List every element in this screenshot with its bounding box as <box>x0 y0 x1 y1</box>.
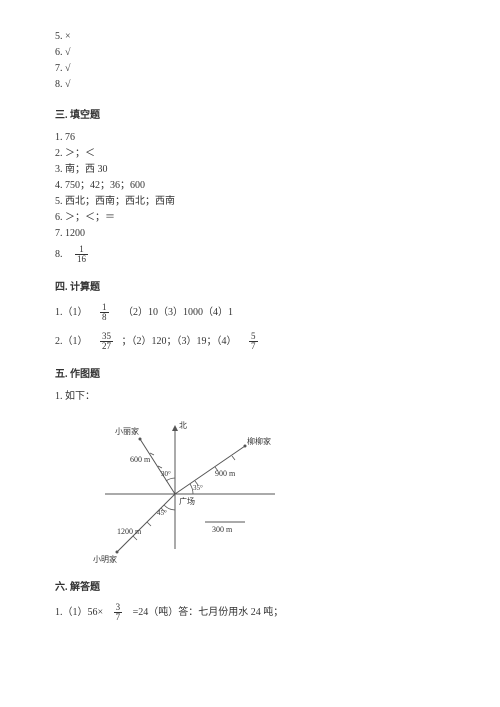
line-xiaoli <box>140 439 175 494</box>
s3-item-8: 8. 1 16 <box>55 245 445 264</box>
direction-diagram: 北 小丽家 600 m 30° 柳柳家 900 m 35° 小明家 1200 m… <box>75 414 445 564</box>
s3-item: 6. ＞；＜；＝ <box>55 211 445 225</box>
s4-r1-p1: 1.（1） <box>55 307 88 318</box>
tf-mark: × <box>65 31 71 42</box>
s4-r1-p2: （2）10（3）1000（4）1 <box>123 307 233 318</box>
a35-label: 35° <box>193 484 203 492</box>
tf-item: 7. √ <box>55 62 445 76</box>
s6-p2: =24（吨）答：七月份用水 24 吨； <box>133 607 284 618</box>
s6-p1: 1.（1）56× <box>55 607 103 618</box>
tf-num: 6. <box>55 47 63 58</box>
section6-title: 六. 解答题 <box>55 578 445 593</box>
tf-num: 7. <box>55 63 63 74</box>
section4-body: 1.（1） 1 8 （2）10（3）1000（4）1 2.（1） 35 27 ；… <box>55 303 445 351</box>
s3-item: 7. 1200 <box>55 227 445 241</box>
d600-label: 600 m <box>130 455 151 464</box>
section4-title: 四. 计算题 <box>55 278 445 293</box>
s4-r2-p2: ；（2）120；（3）19；（4） <box>122 336 237 347</box>
fraction: 1 8 <box>100 303 109 322</box>
tf-mark: √ <box>65 63 71 74</box>
fraction: 5 7 <box>249 332 258 351</box>
s5-line1: 1. 如下： <box>55 390 445 404</box>
frac-den: 7 <box>249 342 258 351</box>
tf-mark: √ <box>65 47 71 58</box>
north-label: 北 <box>179 421 187 430</box>
s3-item: 4. 750；42；36；600 <box>55 179 445 193</box>
frac-den: 27 <box>100 342 113 351</box>
xiaoli-label: 小丽家 <box>115 426 139 436</box>
pt-xiaoli <box>139 438 142 441</box>
fraction: 1 16 <box>75 245 88 264</box>
s4-r2-p1: 2.（1） <box>55 336 88 347</box>
tf-num: 8. <box>55 79 63 90</box>
section5-title: 五. 作图题 <box>55 365 445 380</box>
diagram-svg: 北 小丽家 600 m 30° 柳柳家 900 m 35° 小明家 1200 m… <box>75 414 305 564</box>
s3-8-prefix: 8. <box>55 249 63 260</box>
section3-body: 1. 76 2. ＞；＜ 3. 南；西 30 4. 750；42；36；600 … <box>55 131 445 264</box>
frac-den: 7 <box>114 613 123 622</box>
s3-item: 2. ＞；＜ <box>55 147 445 161</box>
frac-den: 16 <box>75 255 88 264</box>
frac-den: 8 <box>100 313 109 322</box>
fraction: 35 27 <box>100 332 113 351</box>
a45-label: 45° <box>157 509 167 517</box>
tf-item: 8. √ <box>55 78 445 92</box>
liuliu-label: 柳柳家 <box>247 436 271 446</box>
tf-list: 5. × 6. √ 7. √ 8. √ <box>55 30 445 92</box>
s6-row1: 1.（1）56× 3 7 =24（吨）答：七月份用水 24 吨； <box>55 603 445 622</box>
tf-item: 6. √ <box>55 46 445 60</box>
tf-mark: √ <box>65 79 71 90</box>
s4-row2: 2.（1） 35 27 ；（2）120；（3）19；（4） 5 7 <box>55 332 445 351</box>
square-label: 广场 <box>179 496 195 506</box>
xiaoming-label: 小明家 <box>93 554 117 564</box>
tf-item: 5. × <box>55 30 445 44</box>
s3-item: 1. 76 <box>55 131 445 145</box>
a30-label: 30° <box>161 470 171 478</box>
line-xiaoming <box>117 494 175 552</box>
section3-title: 三. 填空题 <box>55 106 445 121</box>
d900-label: 900 m <box>215 469 236 478</box>
s3-item: 5. 西北；西南；西北；西南 <box>55 195 445 209</box>
tf-num: 5. <box>55 31 63 42</box>
s3-item: 3. 南；西 30 <box>55 163 445 177</box>
pt-xiaoming <box>116 551 119 554</box>
d300-label: 300 m <box>212 525 233 534</box>
arc-30 <box>166 478 175 481</box>
fraction: 3 7 <box>114 603 123 622</box>
s4-row1: 1.（1） 1 8 （2）10（3）1000（4）1 <box>55 303 445 322</box>
d1200-label: 1200 m <box>117 527 142 536</box>
